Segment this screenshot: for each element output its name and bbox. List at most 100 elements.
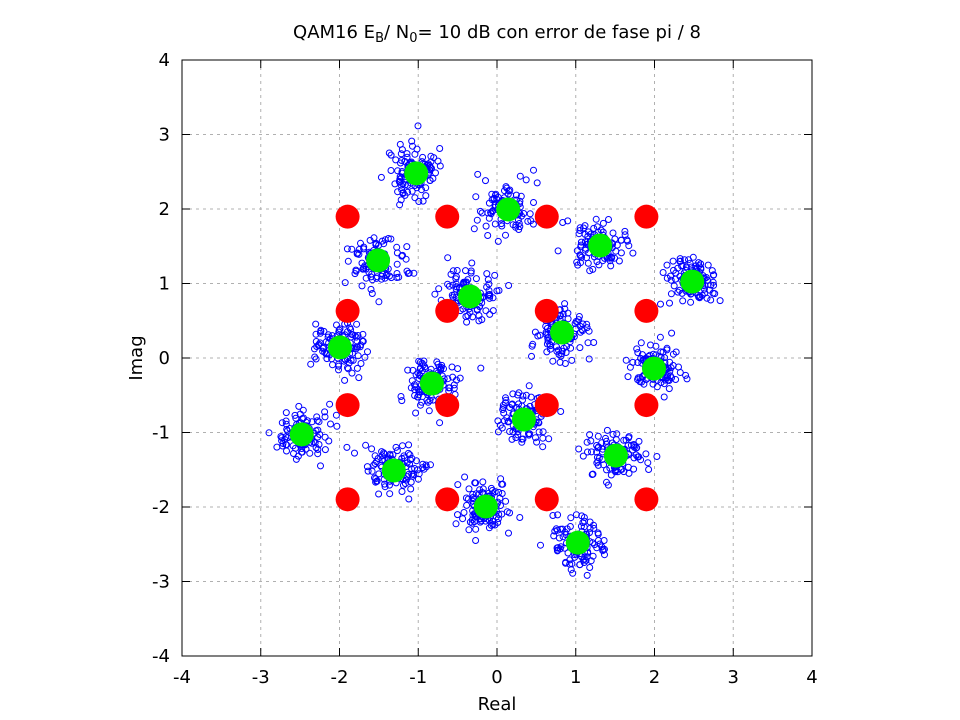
received-point xyxy=(676,257,684,265)
received-point xyxy=(498,490,506,497)
received-point xyxy=(580,224,587,232)
received-point xyxy=(710,271,718,279)
received-point xyxy=(476,486,484,494)
received-point xyxy=(582,556,590,564)
received-point xyxy=(589,265,597,273)
received-point xyxy=(522,391,530,399)
received-point xyxy=(349,356,357,364)
received-point xyxy=(448,363,456,371)
received-point xyxy=(522,176,530,184)
received-point xyxy=(527,217,535,225)
received-point xyxy=(456,374,464,382)
ideal-points xyxy=(335,204,659,512)
received-point xyxy=(402,255,410,263)
received-point xyxy=(403,153,411,161)
received-point xyxy=(486,294,493,302)
received-point xyxy=(387,151,395,159)
received-point xyxy=(467,269,475,277)
received-point xyxy=(491,220,499,228)
received-point xyxy=(303,417,311,425)
received-point xyxy=(559,219,567,226)
received-point xyxy=(282,417,290,425)
received-point xyxy=(452,280,460,288)
received-point xyxy=(404,181,412,189)
received-point xyxy=(594,529,602,537)
received-point xyxy=(469,313,477,321)
received-point xyxy=(557,408,565,415)
received-point xyxy=(553,347,561,355)
received-point xyxy=(491,521,499,529)
received-point xyxy=(572,511,580,519)
received-point xyxy=(634,453,642,461)
received-point xyxy=(462,494,470,502)
received-point xyxy=(660,393,668,401)
received-point xyxy=(607,254,615,262)
received-point xyxy=(575,445,583,453)
received-point xyxy=(534,332,542,340)
rotated-point xyxy=(550,320,575,345)
received-point xyxy=(407,478,415,486)
received-point xyxy=(679,297,687,305)
received-point xyxy=(415,391,423,399)
received-point xyxy=(609,229,617,237)
received-point xyxy=(598,439,606,447)
received-point xyxy=(398,488,406,495)
received-point xyxy=(403,267,411,275)
received-point xyxy=(432,169,439,177)
received-point xyxy=(343,443,351,451)
received-point xyxy=(314,426,322,434)
received-point xyxy=(602,440,610,448)
received-point xyxy=(405,441,413,449)
received-point xyxy=(498,510,506,518)
received-point xyxy=(473,216,481,224)
received-point xyxy=(427,164,434,172)
received-point xyxy=(543,348,551,356)
received-point xyxy=(387,167,395,174)
received-point xyxy=(444,280,452,288)
received-point xyxy=(356,343,364,351)
received-point xyxy=(525,431,533,439)
received-point xyxy=(314,450,322,458)
received-point xyxy=(385,149,393,157)
received-point xyxy=(321,408,329,416)
ideal-point xyxy=(534,487,559,512)
received-point xyxy=(625,433,633,441)
received-point xyxy=(434,157,442,165)
received-point xyxy=(404,366,412,374)
received-point xyxy=(505,529,512,537)
received-point xyxy=(460,509,468,516)
received-point xyxy=(278,419,286,427)
received-point xyxy=(532,434,539,442)
received-point xyxy=(716,297,724,305)
received-point xyxy=(601,551,608,559)
received-point xyxy=(526,210,534,218)
y-tick-label: 0 xyxy=(159,348,170,369)
received-point xyxy=(405,495,413,503)
received-point xyxy=(509,390,517,398)
received-point xyxy=(682,263,690,271)
received-point xyxy=(472,490,480,498)
received-point xyxy=(590,339,598,346)
received-point xyxy=(593,459,601,467)
received-point xyxy=(377,173,385,181)
rotated-point xyxy=(289,422,314,447)
received-point xyxy=(617,236,625,244)
received-point xyxy=(408,455,416,462)
received-point xyxy=(414,475,422,483)
received-point xyxy=(516,514,524,521)
received-point xyxy=(444,254,452,262)
rotated-point xyxy=(642,356,667,381)
received-point xyxy=(459,515,467,523)
received-point xyxy=(629,249,637,257)
received-point xyxy=(473,305,481,313)
received-point xyxy=(454,511,461,519)
received-point xyxy=(404,188,412,196)
received-point xyxy=(472,479,480,487)
received-point xyxy=(321,413,329,421)
received-point xyxy=(603,466,610,474)
received-point xyxy=(478,209,486,217)
received-point xyxy=(333,321,340,329)
received-point xyxy=(530,166,537,174)
received-point xyxy=(397,393,405,400)
received-point xyxy=(492,190,500,198)
